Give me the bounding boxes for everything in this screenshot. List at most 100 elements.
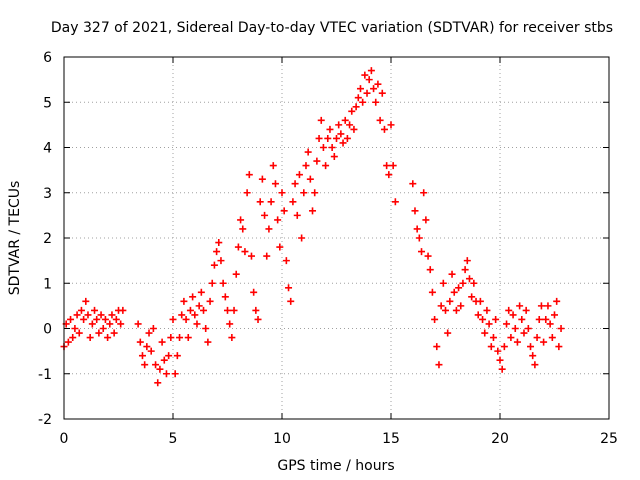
data-point (280, 207, 288, 215)
data-point (485, 320, 493, 328)
data-point (496, 356, 504, 364)
data-point (243, 189, 251, 197)
data-point (247, 252, 255, 260)
data-point (80, 315, 88, 323)
data-point (544, 302, 552, 310)
data-point (267, 198, 275, 206)
data-point (527, 343, 535, 351)
data-point (378, 89, 386, 97)
data-point (86, 334, 94, 342)
data-point (298, 234, 306, 242)
data-point (356, 85, 364, 93)
data-point (254, 315, 262, 323)
data-point (383, 162, 391, 170)
data-point (372, 98, 380, 106)
data-point (522, 306, 530, 314)
data-point (186, 306, 194, 314)
data-point (269, 162, 277, 170)
data-point (169, 315, 177, 323)
data-point (461, 266, 469, 274)
data-point (99, 325, 107, 332)
data-point (435, 361, 443, 369)
chart-title: Day 327 of 2021, Sidereal Day-to-day VTE… (51, 20, 613, 36)
grid (64, 57, 609, 419)
data-point (180, 297, 188, 305)
data-point (359, 98, 367, 106)
data-point (206, 297, 214, 305)
data-point (136, 338, 144, 346)
data-point (160, 356, 168, 364)
data-point (420, 189, 428, 197)
data-point (219, 279, 227, 287)
data-point (221, 293, 229, 301)
data-point (295, 171, 303, 179)
data-point (77, 306, 85, 314)
data-point (162, 370, 170, 378)
data-point (476, 297, 484, 305)
data-point (551, 311, 558, 319)
data-point (542, 315, 550, 323)
y-tick-label: 5 (43, 95, 52, 111)
data-point (553, 297, 561, 305)
data-point (152, 361, 160, 369)
data-point (481, 329, 489, 337)
data-point (226, 320, 234, 328)
data-point (389, 162, 397, 170)
x-tick-label: 10 (273, 431, 291, 447)
data-point (448, 270, 456, 278)
data-point (197, 288, 205, 296)
data-point (513, 338, 521, 346)
data-point (487, 343, 495, 351)
data-point (306, 175, 314, 183)
data-point (313, 157, 321, 165)
data-point (258, 175, 266, 183)
data-point (370, 85, 378, 93)
data-point (261, 211, 269, 219)
data-point (479, 315, 487, 323)
data-point (494, 347, 502, 355)
x-tick-label: 5 (169, 431, 178, 447)
data-point (387, 121, 395, 129)
data-point (498, 365, 506, 373)
data-point (263, 252, 271, 260)
data-point (265, 225, 273, 233)
data-point (274, 216, 282, 224)
data-point (145, 329, 153, 337)
data-point (463, 257, 471, 265)
data-point (250, 288, 258, 296)
data-point (210, 261, 218, 269)
data-point (459, 279, 467, 287)
data-point (64, 338, 72, 346)
data-point (367, 67, 375, 75)
data-point (415, 234, 423, 242)
data-point (455, 284, 463, 292)
data-point (156, 365, 164, 373)
data-point (104, 334, 112, 342)
x-tick-label: 20 (491, 431, 509, 447)
data-point (374, 80, 382, 88)
y-tick-label: -2 (38, 412, 52, 428)
x-tick-label: 25 (600, 431, 618, 447)
data-point (202, 325, 210, 332)
y-tick-label: 2 (43, 231, 52, 247)
data-point (239, 225, 247, 233)
data-point (465, 275, 473, 283)
data-point (106, 320, 114, 328)
data-point (555, 343, 563, 351)
data-point (546, 320, 554, 328)
data-point (363, 89, 371, 97)
data-point (237, 216, 245, 224)
data-point (271, 180, 279, 188)
data-point (252, 306, 260, 314)
data-point (431, 315, 439, 323)
data-point (337, 130, 345, 138)
y-tick-label: 6 (43, 50, 52, 66)
y-axis-ticks: -2 -1 0 1 2 3 4 5 6 (38, 50, 609, 428)
data-point (71, 325, 79, 332)
data-point (178, 311, 186, 319)
data-point (343, 134, 351, 142)
data-point (165, 352, 173, 360)
data-point (433, 343, 441, 351)
data-point (509, 311, 517, 319)
data-point (108, 311, 116, 319)
